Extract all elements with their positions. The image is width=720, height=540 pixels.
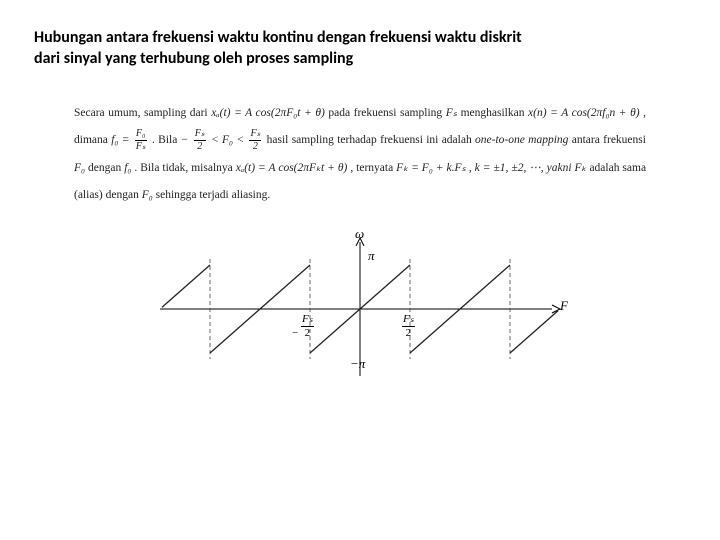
pi-bottom-label: −π: [350, 356, 365, 372]
title-line-2: dari sinyal yang terhubung oleh proses s…: [34, 49, 353, 68]
equation: Fₛ: [446, 107, 457, 119]
y-axis-label: ω: [355, 226, 364, 242]
equation: Fₖ: [575, 162, 587, 174]
text: hasil: [267, 134, 289, 146]
denominator: 2: [402, 327, 415, 339]
minus: −: [181, 134, 189, 146]
page-title: Hubungan antara frekuensi waktu kontinu …: [34, 28, 686, 70]
neg-fs2-label: − Fₛ 2: [292, 314, 314, 339]
text: sehingga terjadi aliasing.: [156, 189, 271, 201]
equation: xₐ(t) = A cos(2πF₀t + θ): [211, 107, 325, 119]
aliasing-chart: ω F π −π − Fₛ 2 Fₛ 2: [150, 224, 570, 394]
pos-fs2-label: Fₛ 2: [402, 314, 415, 339]
equation: f₀: [124, 162, 131, 174]
equation: F₀: [74, 162, 85, 174]
text: dengan: [88, 162, 121, 174]
fraction: Fₛ 2: [247, 129, 263, 152]
x-axis-label: F: [560, 298, 568, 314]
equation: k = ±1, ±2, ⋯, yakni: [475, 162, 575, 174]
numerator: Fₛ: [194, 129, 206, 141]
text: ,: [469, 162, 472, 174]
text: , ternyata: [350, 162, 396, 174]
text: Secara umum, sampling dari: [74, 107, 211, 119]
text: . Bila tidak, misalnya: [134, 162, 235, 174]
fraction: Fₛ 2: [192, 129, 208, 152]
numerator: F₀: [135, 129, 147, 141]
title-line-1: Hubungan antara frekuensi waktu kontinu …: [34, 28, 522, 47]
equation: Fₖ = F₀ + k.Fₛ: [396, 162, 466, 174]
text: sampling terhadap frekuensi ini adalah: [292, 134, 475, 146]
denominator: 2: [301, 327, 314, 339]
text: menghasilkan: [461, 107, 528, 119]
equation: f₀ =: [111, 134, 133, 146]
equation: F₀: [142, 189, 153, 201]
denominator: Fₛ: [135, 141, 147, 152]
minus: −: [292, 327, 298, 339]
text: antara frekuensi: [572, 134, 646, 146]
denominator: 2: [194, 141, 206, 152]
equation: x(n) = A cos(2πf₀n + θ): [528, 107, 640, 119]
equation: xₐ(t) = A cos(2πFₖt + θ): [236, 162, 348, 174]
equation: < F₀ <: [211, 134, 248, 146]
emphasis: one-to-one mapping: [475, 134, 568, 146]
fraction: Fₛ 2: [402, 314, 415, 339]
text: pada frekuensi sampling: [328, 107, 445, 119]
numerator: Fₛ: [402, 314, 415, 327]
paragraph: Secara umum, sampling dari xₐ(t) = A cos…: [74, 100, 646, 210]
fraction: Fₛ 2: [301, 314, 314, 339]
numerator: Fₛ: [301, 314, 314, 327]
numerator: Fₛ: [249, 129, 261, 141]
denominator: 2: [249, 141, 261, 152]
fraction: F₀ Fₛ: [133, 129, 149, 152]
pi-top-label: π: [368, 248, 375, 264]
text: . Bila: [152, 134, 181, 146]
